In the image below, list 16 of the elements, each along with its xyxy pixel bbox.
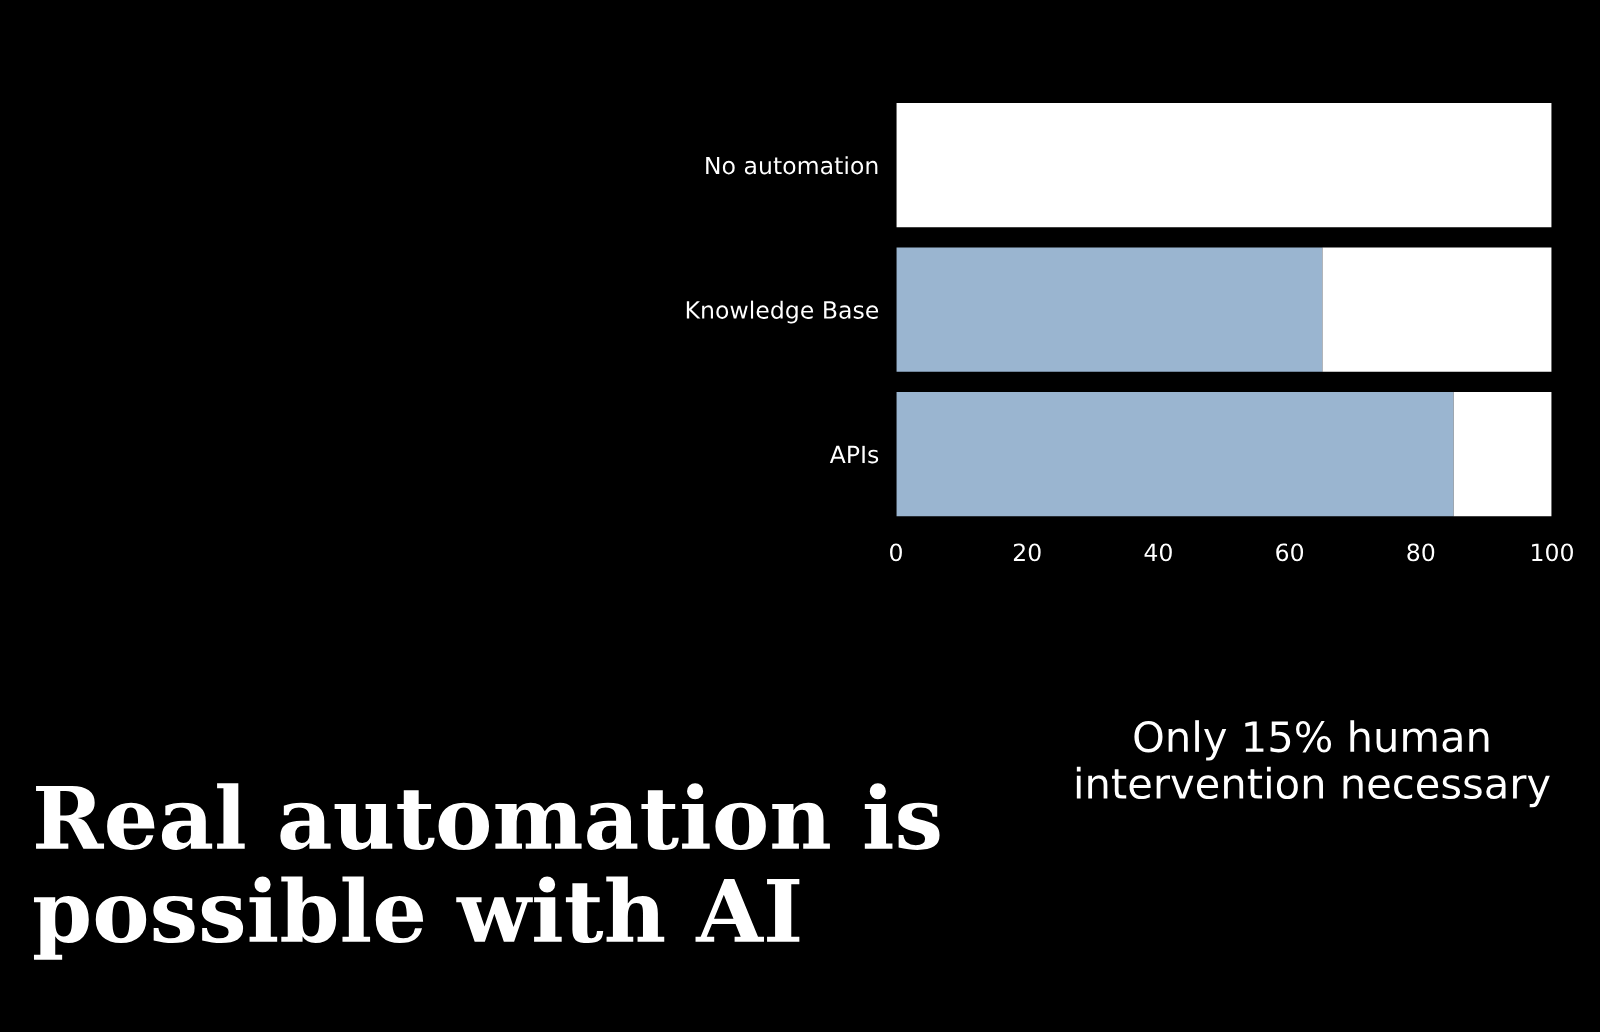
bar <box>1453 391 1552 517</box>
bar <box>896 391 1454 517</box>
y-tick-label: APIs <box>829 445 879 464</box>
bar <box>896 102 1552 228</box>
bar <box>896 247 1323 372</box>
y-tick-label: Knowledge Base <box>686 300 879 324</box>
x-tick-label: 100 <box>1532 543 1573 562</box>
text: Only 15% human intervention necessary <box>1076 720 1550 808</box>
x-tick-label: 80 <box>1407 543 1435 562</box>
bar <box>1322 247 1552 372</box>
text: Real automation is possible with AI <box>33 783 940 960</box>
y-tick-label: No automation <box>706 156 878 175</box>
x-tick-label: 0 <box>890 543 902 562</box>
x-tick-label: 20 <box>1013 543 1041 562</box>
x-tick-label: 40 <box>1144 543 1172 562</box>
x-tick-label: 60 <box>1276 543 1304 562</box>
